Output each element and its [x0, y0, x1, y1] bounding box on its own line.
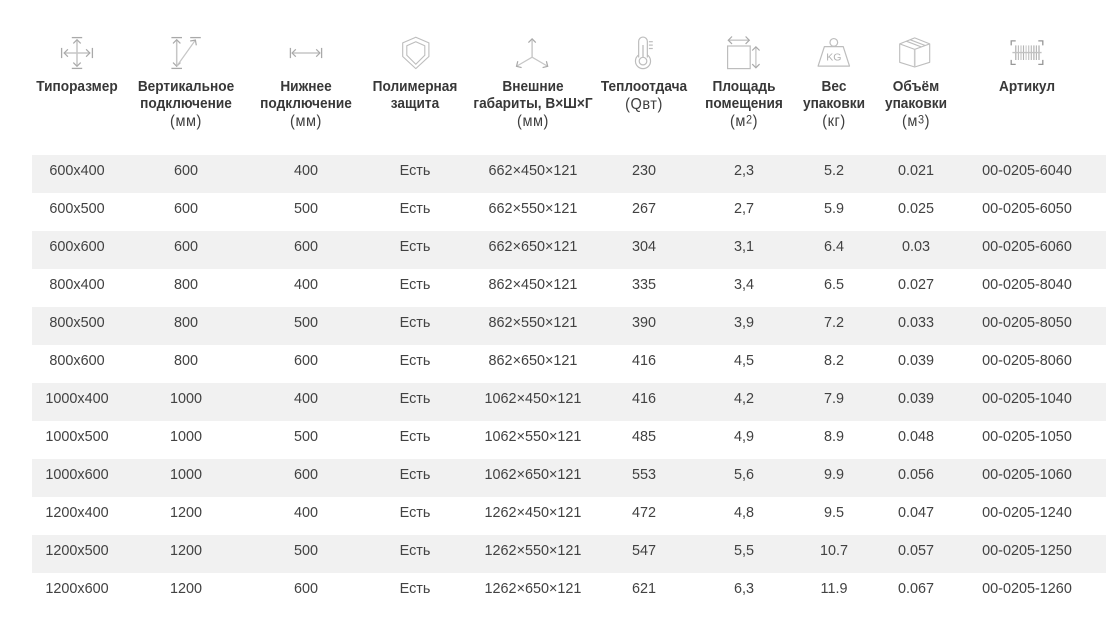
svg-text:KG: KG [826, 51, 841, 63]
